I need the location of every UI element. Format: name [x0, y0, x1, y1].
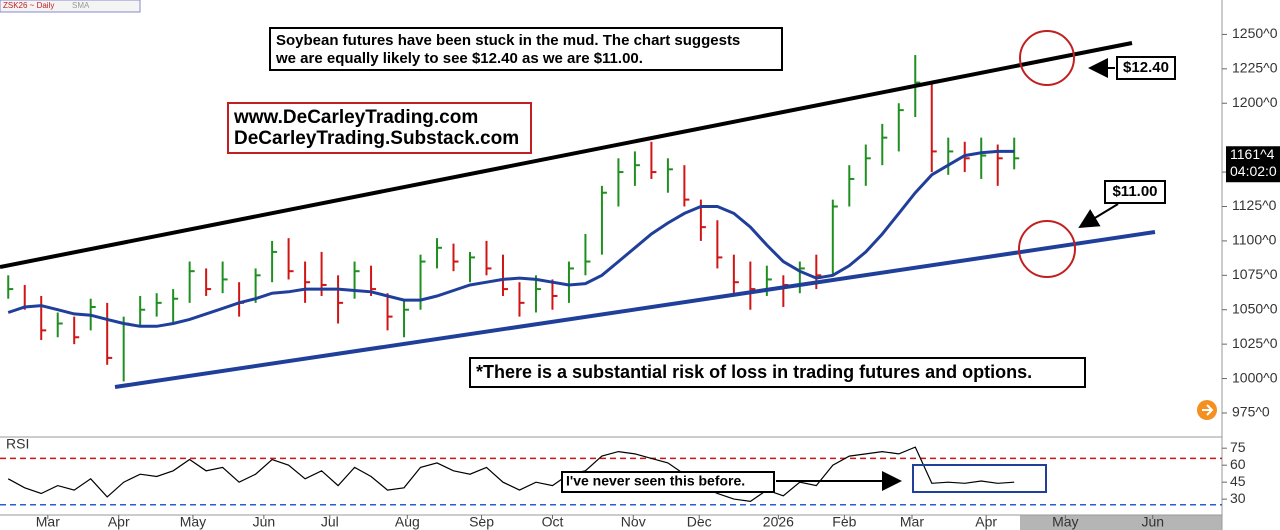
x-tick-label: Jun	[253, 514, 276, 530]
rsi-note: I've never seen this before.	[566, 473, 745, 489]
y-tick-label: 975^0	[1232, 404, 1270, 420]
rsi-line	[7, 446, 1015, 503]
y-tick-label: 1250^0	[1232, 25, 1278, 41]
x-tick-label: Apr	[108, 514, 130, 530]
disclaimer: *There is a substantial risk of loss in …	[476, 362, 1032, 382]
x-tick-label: May	[180, 514, 206, 530]
target-circle	[1018, 220, 1076, 278]
rsi-tick-label: 30	[1230, 490, 1246, 506]
website: DeCarleyTrading.Substack.com	[234, 128, 519, 149]
x-tick-label: Feb	[832, 514, 856, 530]
rsi-highlight	[912, 464, 1047, 493]
y-tick-label: 1025^0	[1232, 335, 1278, 351]
x-tick-label: Aug	[395, 514, 420, 530]
future-shade	[1020, 515, 1222, 530]
x-tick-label: Mar	[900, 514, 924, 530]
x-tick-label: Apr	[975, 514, 997, 530]
last-price: 1161^4	[1230, 146, 1275, 162]
target-low-box	[1104, 180, 1166, 204]
y-tick-label: 1000^0	[1232, 369, 1278, 385]
x-tick-label: 2026	[763, 514, 794, 530]
x-tick-label: Mar	[36, 514, 60, 530]
scroll-icon	[1202, 404, 1214, 416]
x-tick-label: Nov	[621, 514, 646, 530]
websites-box	[227, 102, 532, 154]
y-tick-label: 1075^0	[1232, 266, 1278, 282]
symbol-label: ZSK26 ~ Daily	[3, 1, 54, 10]
price-plot	[7, 55, 1020, 382]
x-tick-label: Sep	[469, 514, 494, 530]
target-high-box	[1116, 56, 1176, 80]
x-tick-label: Jul	[321, 514, 339, 530]
rsi-tick-label: 45	[1230, 473, 1246, 489]
legend-box	[0, 0, 141, 13]
x-tick-label: Jun	[1141, 514, 1164, 530]
rsi-panel	[0, 446, 1222, 506]
website: www.DeCarleyTrading.com	[233, 107, 478, 128]
rsi-tick-label: 60	[1230, 456, 1246, 472]
arrow	[1078, 203, 1119, 229]
x-tick-label: May	[1052, 514, 1078, 530]
disclaimer-box	[469, 357, 1086, 388]
headline-line: we are equally likely to see $12.40 as w…	[275, 50, 643, 67]
y-tick-label: 1100^0	[1232, 232, 1277, 248]
headline-box	[269, 27, 783, 71]
headline-line: Soybean futures have been stuck in the m…	[276, 32, 740, 49]
y-tick-label: 1200^0	[1232, 94, 1278, 110]
rsi-tick-label: 75	[1230, 439, 1246, 455]
countdown: 04:02:0	[1230, 163, 1277, 179]
target-high: $12.40	[1123, 59, 1169, 76]
x-tick-label: Oct	[542, 514, 564, 530]
rsi-title: RSI	[6, 435, 29, 451]
target-circle	[1019, 30, 1075, 86]
sma-line	[7, 149, 1015, 328]
y-tick-label: 1050^0	[1232, 300, 1278, 316]
y-tick-label: 1225^0	[1232, 60, 1278, 76]
y-tick-label: 1125^0	[1232, 197, 1277, 213]
target-low: $11.00	[1112, 183, 1157, 200]
rsi-note-box	[561, 471, 775, 493]
sma-label: SMA	[72, 1, 90, 10]
upper-trendline	[0, 41, 1133, 269]
x-tick-label: Dec	[687, 514, 712, 530]
last-price-box	[1226, 146, 1280, 183]
lower-trendline	[114, 230, 1156, 389]
